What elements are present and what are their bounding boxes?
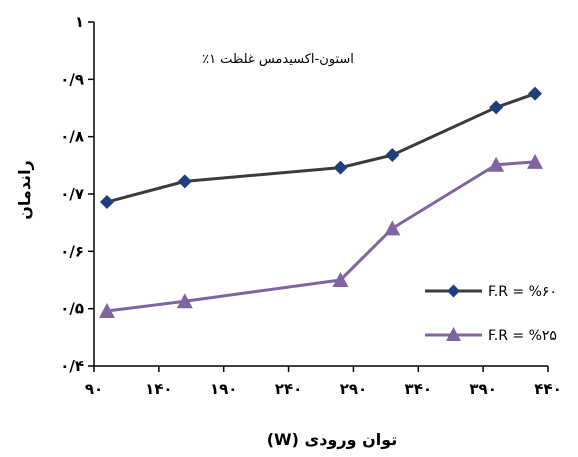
x-tick-label: ۴۴۰ (534, 380, 561, 398)
data-point-series-2 (384, 220, 401, 236)
data-point-series-1 (528, 86, 543, 101)
data-point-series-1 (177, 174, 192, 189)
data-point-series-2 (527, 153, 544, 169)
x-ticks: ۹۰ ۱۴۰ ۱۹۰ ۲۴۰ ۲۹۰ ۳۴۰ ۳۹۰ ۴۴۰ (85, 366, 562, 398)
series-line-2 (106, 160, 536, 313)
y-tick-label: ۰/۶ (60, 242, 84, 260)
legend-label-series-1: F.R = %۶۰ (488, 284, 557, 300)
y-ticks: ۰/۴ ۰/۵ ۰/۶ ۰/۷ ۰/۸ ۰/۹ ۱ (60, 13, 94, 375)
y-tick-label: ۰/۵ (60, 300, 84, 318)
x-tick-label: ۳۹۰ (469, 380, 496, 398)
data-point-series-2 (176, 293, 193, 309)
series-layer (98, 86, 544, 318)
x-tick-label: ۲۴۰ (275, 380, 302, 398)
x-tick-label: ۳۴۰ (405, 380, 432, 398)
y-tick-label: ۰/۷ (60, 185, 84, 203)
legend-entry-series-2: F.R = %۲۵ (425, 327, 557, 344)
data-point-series-2 (332, 272, 349, 287)
x-tick-label: ۹۰ (85, 380, 103, 398)
chart-annotation: استون-اکسیدمس غلظت ۱٪ (202, 52, 354, 67)
data-point-series-1 (489, 100, 504, 115)
data-point-series-2 (488, 156, 505, 172)
data-point-series-1 (99, 195, 114, 210)
data-point-series-2 (98, 302, 115, 318)
y-tick-label: ۱ (75, 13, 84, 31)
y-tick-label: ۰/۸ (60, 128, 84, 146)
data-point-series-1 (385, 148, 400, 163)
legend-label-series-2: F.R = %۲۵ (488, 328, 557, 344)
x-tick-label: ۲۹۰ (340, 380, 367, 398)
legend-marker-series-2 (446, 327, 461, 341)
legend: F.R = %۶۰ F.R = %۲۵ (425, 284, 557, 344)
y-tick-label: ۰/۹ (60, 70, 84, 88)
y-axis-title: راندمان (15, 160, 34, 220)
x-tick-label: ۱۹۰ (210, 380, 237, 398)
y-tick-label: ۰/۴ (60, 357, 84, 375)
x-axis-title: توان ورودی (W) (267, 430, 398, 449)
data-point-series-1 (333, 160, 348, 175)
legend-marker-series-1 (447, 284, 460, 298)
axes (93, 22, 548, 367)
legend-entry-series-1: F.R = %۶۰ (425, 284, 557, 300)
x-tick-label: ۱۴۰ (145, 380, 172, 398)
series-line-1 (106, 92, 536, 204)
